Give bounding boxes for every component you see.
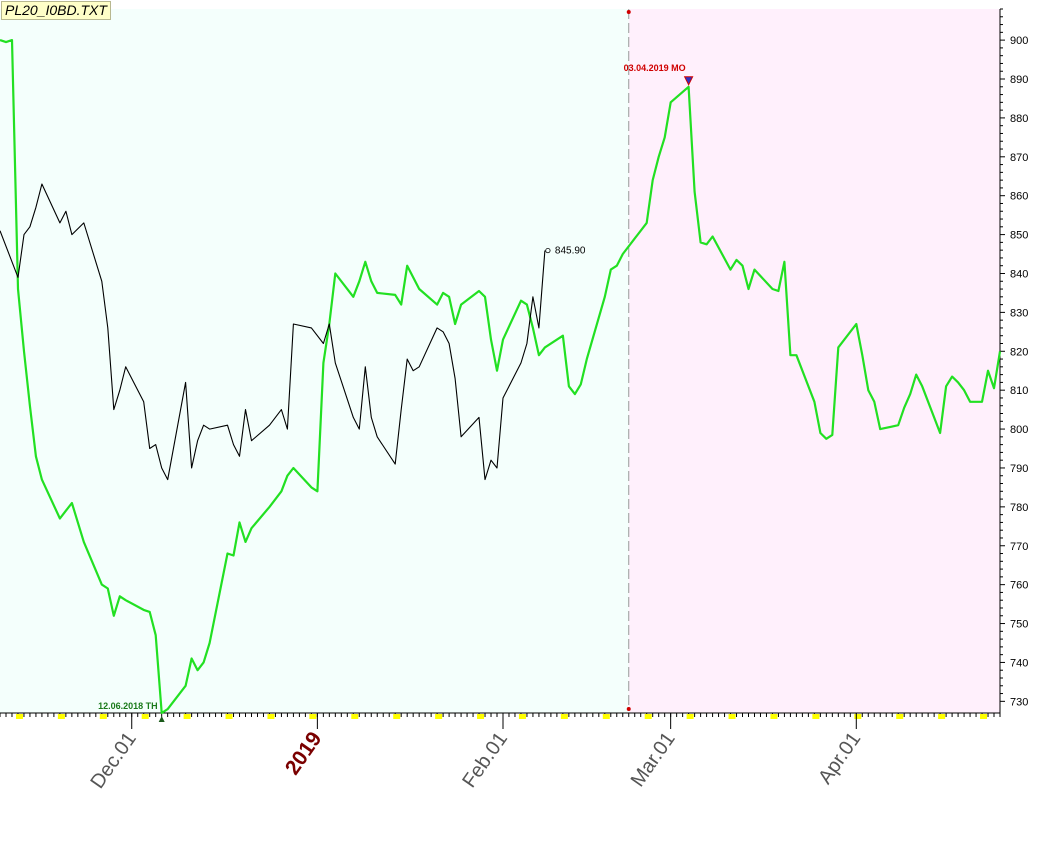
x-week-marker xyxy=(896,714,904,719)
y-tick-label: 850 xyxy=(1010,230,1028,242)
series-layer xyxy=(0,38,1002,715)
divider-top-dot xyxy=(626,10,631,14)
low-marker-icon xyxy=(158,716,165,722)
x-week-marker xyxy=(267,714,275,719)
x-week-marker xyxy=(477,714,485,719)
x-week-marker xyxy=(393,714,401,719)
price-line xyxy=(0,183,546,481)
y-tick-label: 740 xyxy=(1010,657,1028,669)
y-tick-label: 880 xyxy=(1010,113,1028,125)
last-price-marker xyxy=(545,247,551,254)
y-tick-label: 860 xyxy=(1010,191,1028,203)
x-month-label: Apr.01 xyxy=(814,728,865,788)
x-month-label: 2019 xyxy=(281,728,327,779)
x-week-marker xyxy=(141,714,149,719)
x-week-marker xyxy=(560,714,568,719)
x-month-label: Feb.01 xyxy=(458,728,512,792)
future-background xyxy=(628,9,1000,713)
y-tick-label: 840 xyxy=(1010,268,1028,280)
x-week-marker xyxy=(686,714,694,719)
y-tick-label: 790 xyxy=(1010,463,1028,475)
x-week-marker xyxy=(728,714,736,719)
x-week-marker xyxy=(644,714,652,719)
x-week-marker xyxy=(812,714,820,719)
low-date-label: 12.06.2018 TH xyxy=(98,701,158,711)
last-price-label: 845.90 xyxy=(555,246,586,257)
y-tick-label: 730 xyxy=(1010,696,1028,708)
x-week-marker xyxy=(854,714,862,719)
divider-bottom-dot xyxy=(626,707,631,711)
past-background xyxy=(0,9,629,713)
x-week-marker xyxy=(15,714,23,719)
x-month-label: Dec.01 xyxy=(86,728,140,793)
y-tick-label: 770 xyxy=(1010,541,1028,553)
x-axis: Dec.01 2019 Feb.01 Mar.01 Apr.01 xyxy=(0,712,1001,793)
x-week-marker xyxy=(351,714,359,719)
x-week-marker xyxy=(57,714,65,719)
y-tick-label: 800 xyxy=(1010,424,1028,436)
x-week-marker xyxy=(938,714,946,719)
x-week-marker xyxy=(225,714,233,719)
chart-title: PL20_I0BD.TXT xyxy=(1,1,111,20)
x-week-marker xyxy=(309,714,317,719)
y-tick-label: 750 xyxy=(1010,619,1028,631)
high-marker-icon xyxy=(683,76,694,86)
y-axis: 730 740 750 760 770 780 790 800 810 820 830 840 850 8… xyxy=(999,8,1028,713)
x-week-marker xyxy=(980,714,988,719)
annotations-layer: 12.06.2018 TH 03.04.2019 MO 845.90 xyxy=(98,10,694,722)
high-date-label: 03.04.2019 MO xyxy=(624,63,686,73)
x-week-marker xyxy=(183,714,191,719)
y-tick-label: 890 xyxy=(1010,74,1028,86)
x-week-marker xyxy=(99,714,107,719)
x-week-marker xyxy=(518,714,526,719)
y-tick-label: 820 xyxy=(1010,346,1028,358)
x-week-marker xyxy=(435,714,443,719)
y-tick-label: 900 xyxy=(1010,35,1028,47)
y-tick-label: 810 xyxy=(1010,385,1028,397)
y-tick-label: 830 xyxy=(1010,307,1028,319)
y-tick-label: 780 xyxy=(1010,502,1028,514)
x-week-marker xyxy=(602,714,610,719)
x-week-marker xyxy=(770,714,778,719)
y-tick-label: 870 xyxy=(1010,152,1028,164)
x-month-label: Mar.01 xyxy=(627,728,680,791)
forecast-line xyxy=(0,38,1002,715)
y-tick-label: 760 xyxy=(1010,580,1028,592)
